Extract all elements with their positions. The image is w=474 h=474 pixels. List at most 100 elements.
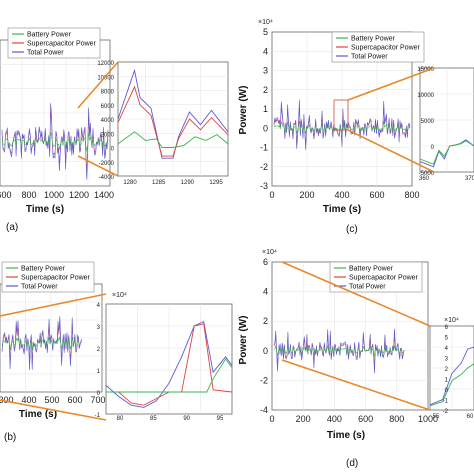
panel-d-xtick: 800 [389, 414, 404, 424]
panel-a-inset-ytick: 12000 [97, 61, 114, 67]
panel-c-inset-ytick: -5000 [419, 171, 435, 177]
panel-a-label: (a) [6, 222, 18, 233]
panel-c-legend-label: Total Power [351, 54, 388, 61]
panel-b-inset-ytick: 2 [97, 347, 101, 353]
panel-d-inset-exponent: ×10⁴ [444, 317, 459, 324]
panel-c-xtick: 400 [334, 190, 349, 200]
panel-d-total-line [273, 328, 405, 374]
panel-d-label: (d) [346, 458, 358, 469]
panel-d-inset-total-power [429, 346, 474, 406]
panel-c-zoom-line [347, 67, 435, 101]
panel-b-inset-exponent: ×10⁴ [112, 292, 127, 299]
panel-b-zoom-line [0, 399, 107, 421]
panel-a-xtick: 1200 [69, 190, 89, 200]
panel-d-inset-ytick: 1 [445, 378, 449, 384]
panel-b-inset-ytick: -1 [95, 413, 101, 419]
panel-d-xtick: 1000 [418, 414, 438, 424]
panel-a-legend-label: Total Power [27, 50, 64, 57]
panel-c-legend-label: Supercapacitor Power [351, 45, 421, 52]
panel-b-label: (b) [4, 432, 16, 443]
panel-d-ytick: 2 [263, 316, 268, 326]
panel-c-xtick: 600 [369, 190, 384, 200]
panel-d-ytick: -4 [260, 405, 268, 415]
panel-a-inset-ytick: 8000 [101, 90, 115, 96]
panel-c-xtick: 0 [269, 190, 274, 200]
panel-b-inset-ytick: 3 [97, 325, 101, 331]
panel-c-inset-xtick: 370 [465, 176, 474, 182]
panel-c-xlabel: Time (s) [323, 204, 361, 215]
panel-d-inset-ytick: 0 [445, 388, 449, 394]
panel-b-battery-line [1, 336, 83, 351]
panel-b-inset-total-power [105, 320, 233, 408]
panel-d-zoom-line [281, 359, 431, 411]
panel-b-zoom-line [0, 293, 107, 317]
panel-c-legend-label: Battery Power [351, 36, 396, 43]
panel-c-ytick: -2 [260, 162, 268, 172]
panel-a-xtick: 1400 [94, 190, 114, 200]
panel-b-xtick: 300 [0, 395, 14, 405]
panel-d-zoom-line [281, 261, 431, 327]
panel-a-total-line [1, 103, 109, 180]
panel-d-inset-xtick: 60 [467, 414, 474, 420]
panel-b-legend-label: Total Power [21, 284, 58, 291]
panel-d-xtick: 400 [327, 414, 342, 424]
panel-c-ytick: 1 [263, 104, 268, 114]
panel-c-label: (c) [346, 224, 358, 235]
panel-c-exponent: ×10⁴ [258, 19, 273, 26]
panel-c-ytick: -1 [260, 143, 268, 153]
panel-c-ytick: -3 [260, 181, 268, 191]
panel-d-ytick: 0 [263, 346, 268, 356]
panel-b-inset-xtick: 85 [150, 416, 157, 422]
panel-c-ytick: 0 [263, 123, 268, 133]
panel-a-xtick: 600 [0, 190, 12, 200]
panel-b-legend-label: Battery Power [21, 266, 66, 273]
panel-a-legend-label: Battery Power [27, 32, 72, 39]
panel-b-inset-ytick: 4 [97, 303, 101, 309]
panel-d-ytick: 4 [263, 287, 268, 297]
panel-b-xtick: 700 [90, 395, 105, 405]
panel-d-inset-battery-power [429, 363, 474, 407]
panel-d-inset-ytick: 2 [445, 367, 449, 373]
panel-b-total-line [1, 316, 83, 371]
panel-b-inset-battery-power [106, 358, 233, 393]
panel-a-xlabel: Time (s) [26, 204, 64, 215]
panel-d-ytick: 6 [263, 257, 268, 267]
panel-c-inset-ytick: 10000 [417, 93, 434, 99]
panel-a-zoom-line [77, 155, 119, 177]
panel-a-legend-label: Supercapacitor Power [27, 41, 97, 48]
panel-a-xtick: 800 [21, 190, 36, 200]
panel-c-ylabel: Power (W) [238, 86, 249, 135]
panel-d-inset-ytick: 5 [445, 336, 449, 342]
panel-d-ylabel: Power (W) [238, 316, 249, 365]
panel-b-inset-ytick: 1 [97, 369, 101, 375]
panel-d-inset-xtick: 55 [433, 414, 440, 420]
panel-a-inset-xtick: 1280 [123, 180, 137, 186]
panel-b-inset-ytick: 0 [97, 391, 101, 397]
panel-c-zoom-line [347, 129, 435, 173]
panel-c-xtick: 200 [299, 190, 314, 200]
panel-d-legend-label: Supercapacitor Power [349, 275, 419, 282]
panel-a-zoom-line [77, 61, 119, 109]
panel-b-xtick: 400 [21, 395, 36, 405]
panel-d-battery-line [273, 345, 405, 357]
panel-c-total-line [273, 99, 411, 150]
panel-d-xtick: 200 [296, 414, 311, 424]
panel-b-xlabel: Time (s) [19, 409, 57, 420]
panel-c-ytick: 2 [263, 85, 268, 95]
panel-a-inset-xtick: 1290 [181, 180, 195, 186]
panel-a-inset-ytick: -2000 [99, 161, 115, 167]
panel-c-ytick: 3 [263, 66, 268, 76]
panel-a-xtick: 1000 [44, 190, 64, 200]
panel-c-xtick: 800 [404, 190, 419, 200]
panel-b-inset-xtick: 90 [183, 416, 190, 422]
panel-c-inset-ytick: 5000 [421, 119, 435, 125]
panel-a-inset-ytick: 2000 [101, 132, 115, 138]
panel-c-ytick: 4 [263, 46, 268, 56]
panel-a-inset-ytick: 0 [111, 147, 115, 153]
panel-a-inset-supercapacitor-power [117, 85, 229, 157]
panel-d-inset-ytick: -2 [443, 409, 449, 415]
panel-c-inset-ytick: 0 [431, 145, 435, 151]
panel-b-inset-xtick: 80 [117, 416, 124, 422]
panel-a-inset-ytick: 6000 [101, 104, 115, 110]
